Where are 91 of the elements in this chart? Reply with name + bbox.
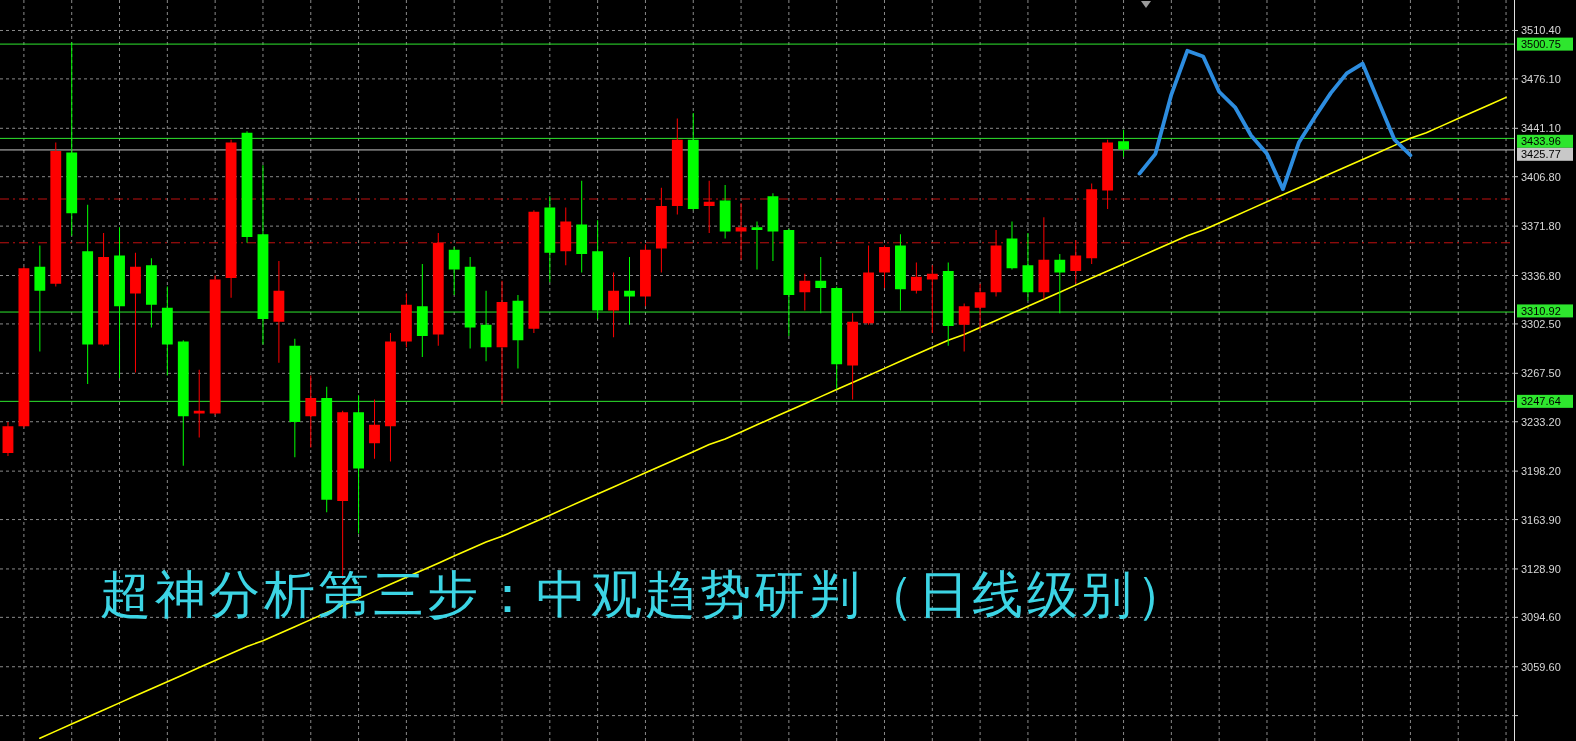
- candlestick: [1070, 239, 1082, 284]
- candlestick: [225, 139, 237, 298]
- y-tick-label: 3233.20: [1521, 415, 1561, 428]
- candlestick: [528, 210, 540, 334]
- line-series: [39, 96, 1507, 739]
- candlestick: [273, 261, 285, 363]
- candlestick: [496, 280, 508, 404]
- candlestick: [640, 244, 651, 307]
- candlestick: [687, 112, 699, 211]
- candlestick: [719, 184, 731, 239]
- candlestick: [369, 399, 380, 459]
- y-tick-label: 3128.90: [1521, 562, 1561, 575]
- candlestick: [114, 227, 125, 379]
- candlestick: [209, 275, 221, 415]
- y-tick-label: 3302.50: [1521, 317, 1561, 330]
- candlestick: [241, 131, 253, 243]
- y-tick-label: 3094.60: [1521, 611, 1561, 624]
- y-tick-label: 3336.80: [1521, 269, 1561, 282]
- candlestick: [895, 234, 906, 311]
- ref-line-label: 3310.92: [1521, 304, 1561, 317]
- candlestick: [161, 286, 173, 376]
- candlestick: [576, 180, 588, 273]
- candlestick: [512, 294, 524, 369]
- candlestick: [193, 369, 205, 438]
- candlestick: [385, 333, 396, 462]
- candlestick: [1118, 129, 1129, 157]
- ref-line-label: 3425.77: [1521, 148, 1561, 161]
- candlestick: [177, 340, 189, 466]
- candlestick: [353, 395, 364, 534]
- candlestick: [1006, 221, 1018, 270]
- candlestick: [592, 220, 604, 319]
- y-tick-label: 3441.10: [1521, 122, 1561, 135]
- candlestick: [767, 193, 779, 262]
- y-tick-label: 3406.80: [1521, 170, 1561, 183]
- y-tick-label: 3476.10: [1521, 72, 1561, 85]
- ref-line-label: 3500.75: [1521, 38, 1561, 51]
- candlestick: [480, 290, 492, 362]
- line-series: [1137, 48, 1413, 192]
- candlestick: [432, 232, 444, 346]
- candlestick: [655, 187, 667, 273]
- ref-line-label: 3247.64: [1521, 395, 1561, 408]
- candlestick: [34, 245, 46, 352]
- candlestick: [560, 207, 572, 266]
- candlestick: [910, 262, 922, 294]
- candlestick: [974, 283, 986, 331]
- candlestick: [671, 118, 683, 215]
- candlestick: [1086, 183, 1098, 264]
- candlestick: [926, 265, 938, 334]
- candlestick: [1102, 139, 1114, 209]
- candlestick: [544, 196, 556, 283]
- candlestick: [958, 303, 970, 352]
- candlestick: [751, 221, 763, 270]
- candlestick: [1038, 217, 1050, 300]
- y-tick-label: 3267.50: [1521, 367, 1561, 380]
- candlestick: [1054, 254, 1066, 314]
- candlestick: [831, 286, 843, 390]
- candlestick: [145, 258, 157, 328]
- candlestick: [799, 273, 811, 311]
- candlestick: [990, 230, 1002, 297]
- y-tick-label: 3371.80: [1521, 220, 1561, 233]
- candlestick: [608, 272, 619, 338]
- candlestick: [82, 204, 94, 384]
- candlestick: [703, 180, 715, 233]
- candlestick: [289, 338, 301, 458]
- y-tick-label: 3198.20: [1521, 465, 1561, 478]
- candlestick: [2, 422, 14, 456]
- candlestick: [783, 228, 795, 336]
- y-tick-label: 3510.40: [1521, 24, 1561, 37]
- candlestick: [50, 142, 62, 287]
- y-tick-label: 3059.60: [1521, 660, 1561, 673]
- candlestick: [942, 262, 954, 346]
- candlestick: [66, 42, 78, 236]
- candlestick: [257, 165, 269, 345]
- candlestick: [448, 247, 460, 295]
- candlestick: [1022, 232, 1034, 301]
- candlestick: [400, 293, 412, 348]
- candlestick: [847, 313, 859, 400]
- candlestick: [18, 266, 30, 428]
- candlestick: [624, 256, 635, 325]
- candlestick: [321, 386, 333, 513]
- candlestick: [464, 256, 476, 349]
- candlestick: [130, 252, 141, 373]
- ref-line-label: 3433.96: [1521, 135, 1561, 148]
- candlestick: [305, 375, 317, 448]
- candlestick: [98, 232, 110, 346]
- candlestick: [815, 256, 827, 314]
- candlestick: [416, 263, 428, 358]
- candlestick: [735, 203, 747, 260]
- candlestick: [863, 245, 874, 325]
- y-tick-label: 3163.90: [1521, 513, 1561, 526]
- candlestick: [879, 245, 890, 288]
